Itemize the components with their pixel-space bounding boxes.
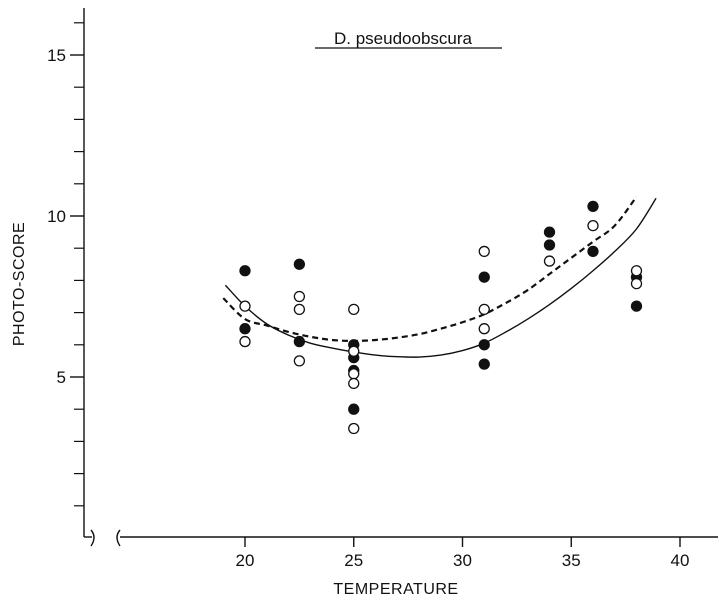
open-point (588, 221, 598, 231)
filled-point (588, 201, 598, 211)
y-axis-title: PHOTO-SCORE (11, 222, 28, 346)
dashed-fit-curve (223, 197, 636, 341)
open-point (349, 346, 359, 356)
filled-point (240, 266, 250, 276)
filled-point (545, 227, 555, 237)
y-tick-label: 10 (47, 207, 66, 226)
filled-point (479, 340, 489, 350)
open-point (349, 304, 359, 314)
axes (70, 8, 718, 547)
filled-point (479, 359, 489, 369)
filled-point (294, 259, 304, 269)
open-point (545, 256, 555, 266)
open-point (479, 324, 489, 334)
x-tick-label: 30 (453, 551, 472, 570)
open-point (349, 424, 359, 434)
filled-point (588, 246, 598, 256)
axis-labels: 5 10 15 20 25 30 35 40 (47, 46, 689, 570)
open-point (294, 304, 304, 314)
y-tick-label: 15 (47, 46, 66, 65)
x-tick-label: 40 (671, 551, 690, 570)
open-point (294, 292, 304, 302)
filled-point (479, 272, 489, 282)
fit-curves (223, 197, 656, 357)
x-tick-label: 25 (344, 551, 363, 570)
y-tick-label: 5 (57, 368, 66, 387)
open-point (240, 301, 250, 311)
filled-point (349, 404, 359, 414)
x-tick-label: 20 (236, 551, 255, 570)
data-points (240, 201, 642, 433)
open-point (294, 356, 304, 366)
filled-point (294, 337, 304, 347)
open-point (479, 304, 489, 314)
x-axis-break-right (117, 530, 120, 546)
solid-fit-curve (225, 198, 656, 357)
chart-title: D. pseudoobscura (334, 29, 473, 48)
open-point (632, 266, 642, 276)
filled-point (240, 324, 250, 334)
filled-point (632, 301, 642, 311)
filled-point (545, 240, 555, 250)
x-axis-title: TEMPERATURE (333, 581, 458, 598)
open-point (349, 369, 359, 379)
x-tick-label: 35 (562, 551, 581, 570)
open-point (240, 337, 250, 347)
open-point (632, 279, 642, 289)
x-axis-break-left (91, 530, 94, 546)
open-point (349, 378, 359, 388)
open-point (479, 246, 489, 256)
